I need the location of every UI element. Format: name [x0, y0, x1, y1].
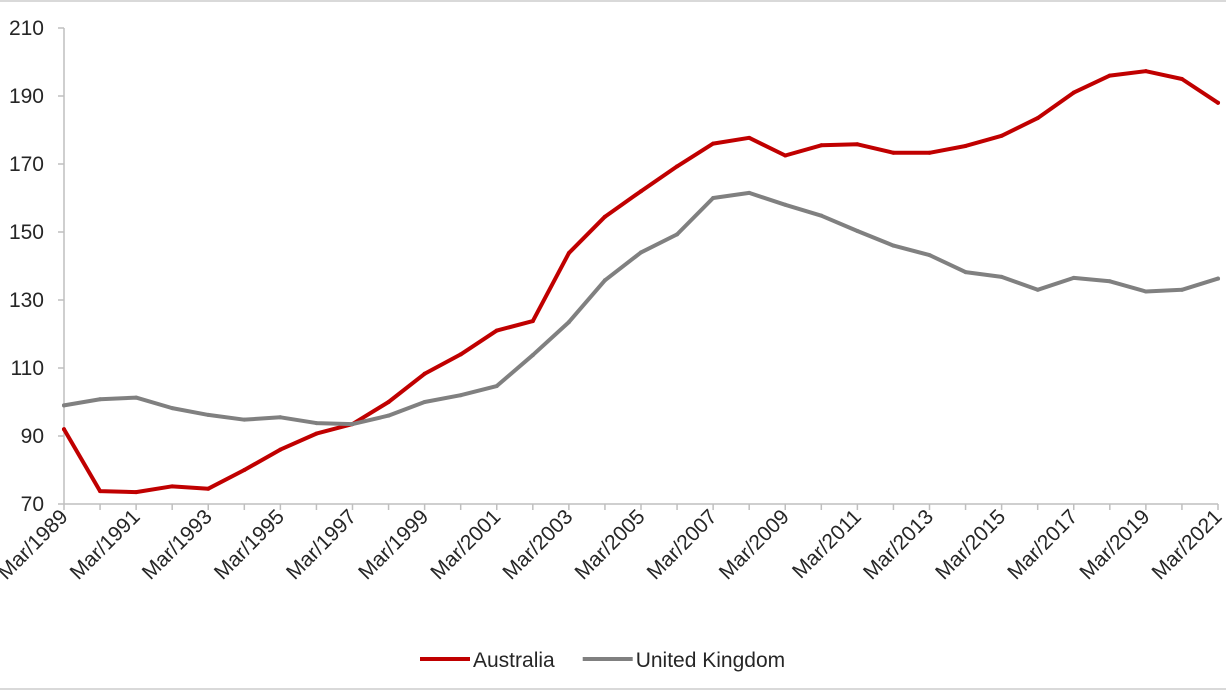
- data-point: [206, 486, 211, 491]
- x-tick-label: Mar/1989: [0, 505, 73, 584]
- data-point: [819, 213, 824, 218]
- data-point: [62, 403, 66, 408]
- data-point: [891, 150, 896, 155]
- data-point: [170, 484, 175, 489]
- data-point: [855, 142, 860, 147]
- y-tick-label: 110: [11, 357, 44, 380]
- data-point: [1216, 100, 1220, 105]
- data-point: [422, 400, 427, 404]
- x-tick-label: Mar/1999: [354, 505, 433, 584]
- data-point: [386, 413, 391, 418]
- data-point: [566, 320, 571, 325]
- x-tick-label: Mar/2015: [931, 505, 1010, 584]
- data-point: [891, 243, 896, 248]
- data-point: [242, 417, 247, 422]
- data-point: [98, 489, 103, 494]
- data-point: [783, 153, 788, 158]
- x-tick-label: Mar/2019: [1075, 505, 1154, 584]
- x-tick-label: Mar/2021: [1148, 505, 1226, 584]
- x-tick-label: Mar/1997: [282, 505, 361, 584]
- series-line-united-kingdom: [62, 190, 1220, 427]
- chart-series: [62, 69, 1220, 495]
- x-tick-label: Mar/2003: [498, 505, 577, 584]
- data-point: [819, 143, 824, 148]
- data-point: [170, 406, 175, 411]
- data-point: [458, 352, 463, 357]
- data-point: [927, 150, 932, 155]
- data-point: [386, 400, 391, 404]
- data-point: [783, 202, 788, 207]
- data-point: [675, 164, 680, 169]
- x-tick-label: Mar/2001: [426, 505, 505, 584]
- y-tick-label: 90: [21, 425, 44, 448]
- data-point: [422, 371, 427, 376]
- data-point: [747, 135, 752, 140]
- x-tick-label: Mar/2011: [788, 505, 866, 583]
- data-point: [639, 189, 643, 194]
- data-point: [1143, 69, 1148, 74]
- data-point: [350, 422, 355, 427]
- data-point: [314, 431, 319, 436]
- data-point: [1143, 289, 1148, 294]
- data-point: [639, 250, 643, 255]
- data-point: [1216, 276, 1220, 281]
- data-point: [314, 421, 319, 426]
- data-point: [999, 274, 1004, 279]
- data-point: [1071, 90, 1076, 95]
- y-tick-label: 170: [9, 153, 44, 176]
- x-tick-label: Mar/2005: [571, 505, 650, 584]
- y-tick-label: 130: [9, 289, 44, 312]
- x-tick-label: Mar/2009: [715, 505, 794, 584]
- data-point: [1179, 287, 1184, 292]
- data-point: [1035, 287, 1040, 292]
- x-tick-label: Mar/1991: [66, 505, 145, 584]
- data-point: [711, 141, 716, 146]
- data-point: [530, 319, 535, 324]
- chart-axes: 7090110130150170190210Mar/1989Mar/1991Ma…: [0, 17, 1226, 584]
- x-tick-label: Mar/2007: [643, 505, 722, 584]
- data-point: [134, 395, 139, 400]
- chart-legend: Australia United Kingdom: [420, 649, 785, 672]
- data-point: [711, 196, 716, 200]
- data-point: [1107, 73, 1112, 78]
- series-line-australia: [62, 69, 1220, 495]
- data-point: [134, 490, 139, 495]
- data-point: [1071, 275, 1076, 280]
- x-tick-label: Mar/2017: [1003, 505, 1082, 584]
- data-point: [494, 328, 499, 333]
- data-point: [1107, 279, 1112, 284]
- data-point: [278, 415, 283, 420]
- y-tick-label: 210: [9, 17, 44, 40]
- data-point: [278, 447, 283, 452]
- data-point: [1035, 116, 1040, 121]
- data-point: [206, 412, 211, 417]
- data-point: [494, 384, 499, 389]
- data-point: [927, 253, 932, 258]
- data-point: [999, 133, 1004, 138]
- x-tick-label: Mar/1995: [210, 505, 289, 584]
- y-tick-label: 70: [21, 493, 44, 516]
- data-point: [602, 214, 607, 219]
- data-point: [855, 228, 860, 233]
- data-point: [602, 278, 607, 283]
- x-tick-label: Mar/2013: [859, 505, 938, 584]
- legend-label: Australia: [473, 649, 555, 672]
- data-point: [675, 232, 680, 237]
- data-point: [963, 270, 968, 275]
- data-point: [1179, 77, 1184, 81]
- data-point: [62, 427, 66, 432]
- data-point: [458, 393, 463, 398]
- data-point: [566, 251, 571, 256]
- data-point: [242, 468, 247, 472]
- legend-label: United Kingdom: [636, 649, 785, 672]
- y-tick-label: 150: [9, 221, 44, 244]
- x-tick-label: Mar/1993: [138, 505, 217, 584]
- data-point: [530, 353, 535, 358]
- data-point: [963, 143, 968, 148]
- y-tick-label: 190: [9, 85, 44, 108]
- data-point: [98, 397, 103, 402]
- data-point: [747, 190, 752, 195]
